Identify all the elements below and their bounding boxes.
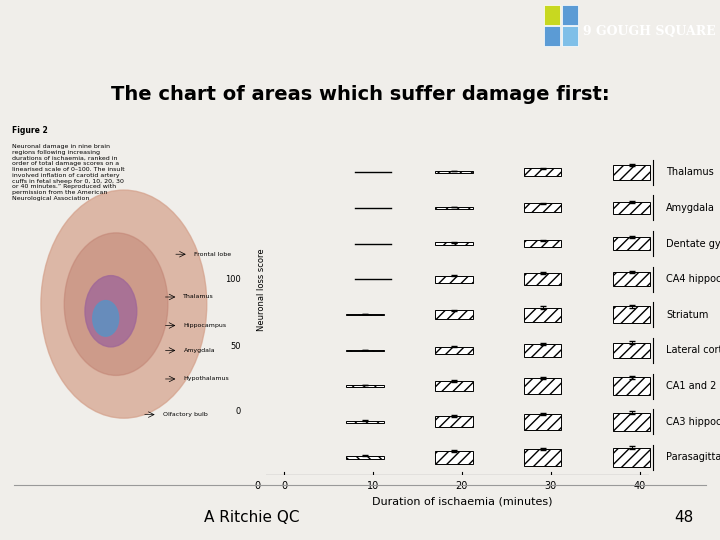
Text: Striatum: Striatum <box>666 310 708 320</box>
FancyBboxPatch shape <box>435 276 472 282</box>
FancyBboxPatch shape <box>435 381 472 391</box>
FancyBboxPatch shape <box>524 378 562 394</box>
Text: 0: 0 <box>254 481 261 490</box>
Text: The chart of areas which suffer damage first:: The chart of areas which suffer damage f… <box>111 85 609 104</box>
FancyBboxPatch shape <box>435 242 472 245</box>
FancyBboxPatch shape <box>524 307 562 322</box>
Text: Dentate gyrus: Dentate gyrus <box>666 239 720 248</box>
FancyBboxPatch shape <box>524 273 562 285</box>
Circle shape <box>85 275 137 347</box>
Text: Figure 2: Figure 2 <box>12 126 48 135</box>
FancyBboxPatch shape <box>346 314 384 315</box>
Bar <box>562 26 578 45</box>
Text: Hippocampus: Hippocampus <box>184 323 227 328</box>
Text: Thalamus: Thalamus <box>666 167 714 177</box>
FancyBboxPatch shape <box>346 385 384 387</box>
FancyBboxPatch shape <box>613 306 650 323</box>
Text: 100: 100 <box>225 275 240 284</box>
Text: Olfactory bulb: Olfactory bulb <box>163 412 207 417</box>
Text: 0: 0 <box>281 481 287 490</box>
FancyBboxPatch shape <box>613 202 650 214</box>
Circle shape <box>64 233 168 375</box>
Text: 9 GOUGH SQUARE: 9 GOUGH SQUARE <box>583 25 716 38</box>
Text: Amygdala: Amygdala <box>666 203 715 213</box>
FancyBboxPatch shape <box>524 344 562 357</box>
Circle shape <box>93 301 119 336</box>
FancyBboxPatch shape <box>346 350 384 351</box>
FancyBboxPatch shape <box>613 377 650 395</box>
Bar <box>544 5 560 25</box>
FancyBboxPatch shape <box>346 456 384 459</box>
Text: Thalamus: Thalamus <box>184 294 215 300</box>
FancyBboxPatch shape <box>613 238 650 249</box>
FancyBboxPatch shape <box>435 207 472 209</box>
FancyBboxPatch shape <box>524 204 562 212</box>
FancyBboxPatch shape <box>435 347 472 354</box>
Text: CA3 hippocampus: CA3 hippocampus <box>666 417 720 427</box>
Text: CA1 and 2 hippocampus: CA1 and 2 hippocampus <box>666 381 720 391</box>
FancyBboxPatch shape <box>435 416 472 427</box>
Text: Parasagittal cortex: Parasagittal cortex <box>666 453 720 462</box>
FancyBboxPatch shape <box>435 451 472 463</box>
Text: 40: 40 <box>634 481 646 490</box>
FancyBboxPatch shape <box>435 310 472 319</box>
FancyBboxPatch shape <box>346 421 384 423</box>
Text: 0: 0 <box>235 407 240 416</box>
Text: 20: 20 <box>456 481 468 490</box>
Text: Hypothalamus: Hypothalamus <box>184 376 229 381</box>
FancyBboxPatch shape <box>524 168 562 176</box>
Circle shape <box>41 190 207 418</box>
Text: 10: 10 <box>367 481 379 490</box>
FancyBboxPatch shape <box>613 413 650 431</box>
Text: 30: 30 <box>544 481 557 490</box>
FancyBboxPatch shape <box>613 342 650 359</box>
FancyBboxPatch shape <box>613 448 650 467</box>
FancyBboxPatch shape <box>613 272 650 287</box>
Bar <box>562 5 578 25</box>
Text: Frontal lobe: Frontal lobe <box>194 252 231 256</box>
FancyBboxPatch shape <box>524 449 562 466</box>
FancyBboxPatch shape <box>524 240 562 247</box>
Text: 48: 48 <box>675 510 693 525</box>
Text: Neuronal loss score: Neuronal loss score <box>257 248 266 331</box>
Bar <box>544 26 560 45</box>
Text: Duration of ischaemia (minutes): Duration of ischaemia (minutes) <box>372 497 552 507</box>
Text: Lateral cortex: Lateral cortex <box>666 346 720 355</box>
Text: Neuronal damage in nine brain
regions following increasing
durations of ischaemi: Neuronal damage in nine brain regions fo… <box>12 144 125 201</box>
Text: A Ritchie QC: A Ritchie QC <box>204 510 300 525</box>
Text: CA4 hippocamups: CA4 hippocamups <box>666 274 720 284</box>
FancyBboxPatch shape <box>613 165 650 180</box>
Text: Amygdala: Amygdala <box>184 348 215 353</box>
FancyBboxPatch shape <box>524 414 562 430</box>
Text: 50: 50 <box>230 342 240 352</box>
FancyBboxPatch shape <box>435 171 472 173</box>
